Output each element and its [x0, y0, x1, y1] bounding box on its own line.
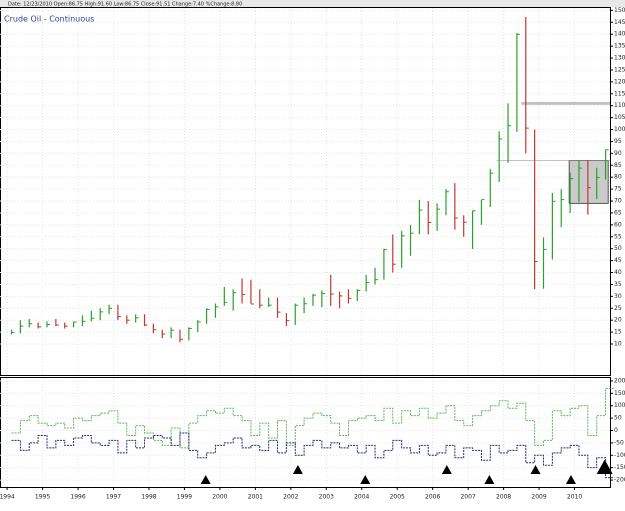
indicator-line [11, 387, 615, 449]
y-tick-label: 35 [614, 281, 622, 288]
y-tick-label: 65 [614, 209, 622, 216]
y-tick-label: 45 [614, 257, 622, 264]
signal-marker [200, 475, 211, 484]
y-tick-label: 110 [614, 102, 625, 109]
x-tick-label: 1999 [177, 494, 192, 501]
y-tick-label: -100 [614, 452, 625, 459]
y-tick-label: 15 [614, 329, 622, 336]
x-tick-label: 2009 [531, 494, 546, 501]
signal-marker [441, 465, 452, 474]
y-tick-label: 10 [614, 341, 622, 348]
indicator-frame [0, 377, 611, 488]
y-tick-label: 55 [614, 233, 622, 240]
y-tick-label: 25 [614, 305, 622, 312]
y-tick-label: -50 [614, 439, 624, 446]
y-tick-label: 105 [614, 114, 625, 121]
y-tick-label: 50 [614, 415, 622, 422]
y-tick-label: 95 [614, 138, 622, 145]
y-tick-label: 100 [614, 126, 625, 133]
x-tick-label: 2003 [319, 494, 334, 501]
y-tick-label: 85 [614, 162, 622, 169]
y-tick-label: 50 [614, 245, 622, 252]
y-tick-label: 20 [614, 317, 622, 324]
y-tick-label: 90 [614, 150, 622, 157]
x-tick-label: 2006 [425, 494, 440, 501]
y-tick-label: 40 [614, 269, 622, 276]
x-tick-label: 2002 [283, 494, 298, 501]
y-tick-label: 140 [614, 31, 625, 38]
y-tick-label: 150 [614, 390, 625, 397]
y-tick-label: 75 [614, 186, 622, 193]
x-tick-label: 1997 [106, 494, 121, 501]
x-tick-label: 1995 [35, 494, 50, 501]
header-bar [0, 0, 625, 7]
y-tick-label: 145 [614, 19, 625, 26]
signal-marker [292, 465, 303, 474]
x-tick-label: 2004 [354, 494, 369, 501]
y-tick-label: 60 [614, 221, 622, 228]
indicator-line [11, 432, 615, 479]
y-tick-label: 200 [614, 377, 625, 384]
y-tick-label: 80 [614, 174, 622, 181]
x-tick-label: 2005 [390, 494, 405, 501]
x-tick-label: 2010 [567, 494, 582, 501]
x-tick-label: 2000 [212, 494, 227, 501]
range-box [568, 160, 609, 204]
y-tick-label: -200 [614, 477, 625, 484]
y-tick-label: 30 [614, 293, 622, 300]
x-tick-label: 2001 [248, 494, 263, 501]
signal-marker [484, 475, 495, 484]
x-tick-label: 1996 [70, 494, 85, 501]
signal-marker [530, 465, 541, 474]
chart-title: Crude Oil - Continuous [4, 15, 94, 24]
signal-marker [565, 475, 576, 484]
y-tick-label: 120 [614, 78, 625, 85]
y-tick-label: 150 [614, 7, 625, 14]
y-tick-label: 135 [614, 43, 625, 50]
x-tick-label: 1998 [141, 494, 156, 501]
main-frame [0, 7, 611, 376]
y-tick-label: 0 [614, 427, 618, 434]
y-tick-label: 100 [614, 402, 625, 409]
signal-marker [360, 475, 371, 484]
signal-marker [596, 459, 613, 474]
y-tick-label: 70 [614, 198, 622, 205]
x-tick-label: 2008 [496, 494, 511, 501]
x-tick-label: 1994 [0, 494, 15, 501]
y-tick-label: 130 [614, 55, 625, 62]
y-tick-label: -150 [614, 464, 625, 471]
x-tick-label: 2007 [460, 494, 475, 501]
y-tick-label: 125 [614, 66, 625, 73]
header-info: Date: 12/23/2010 Open:86.75 High:91.60 L… [8, 2, 242, 8]
y-tick-label: 115 [614, 90, 625, 97]
